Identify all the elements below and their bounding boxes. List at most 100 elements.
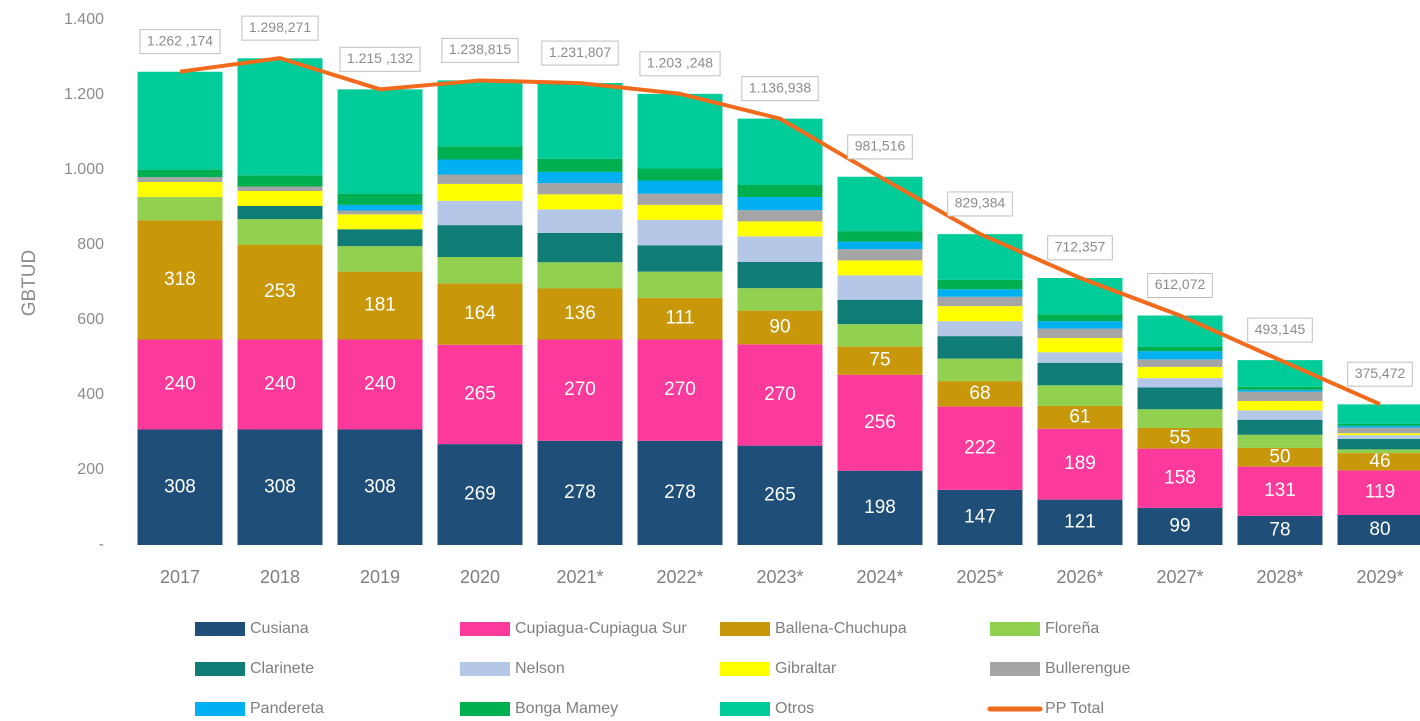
line-label-text: 375,472 (1355, 365, 1406, 381)
line-label-box (139, 29, 221, 55)
legend-swatch (990, 622, 1040, 636)
y-tick-label: 1.000 (64, 161, 104, 178)
line-label: 981,516 (847, 134, 913, 160)
bar-segment (137, 197, 223, 221)
line-label-text: 1.203 ,248 (647, 54, 713, 70)
bar-segment (1037, 338, 1123, 353)
bar-segment (837, 275, 923, 300)
legend-swatch (720, 662, 770, 676)
data-label: 278 (564, 482, 596, 503)
y-tick-label: 800 (77, 236, 104, 253)
bar-segment (937, 296, 1023, 307)
y-tick-label: - (99, 536, 104, 553)
bar-segment (437, 257, 523, 284)
bar-segment (1037, 321, 1123, 329)
bar-segment (737, 445, 823, 545)
x-tick-label: 2028* (1256, 567, 1303, 587)
legend-label: PP Total (1045, 700, 1104, 717)
bar-segment (437, 444, 523, 545)
bar-segment (1337, 470, 1420, 515)
data-label: 240 (264, 374, 296, 395)
bar-segment (237, 339, 323, 430)
line-label-box (741, 76, 819, 102)
x-tick-label: 2018 (260, 567, 300, 587)
bar-segment (1337, 515, 1420, 545)
data-label: 80 (1369, 519, 1390, 540)
bar-segment (737, 288, 823, 311)
bar-segment (837, 346, 923, 375)
data-label: 78 (1269, 519, 1290, 540)
legend-label: Pandereta (250, 700, 324, 717)
bar-segment (1137, 387, 1223, 410)
data-label: 240 (164, 374, 196, 395)
bar-segment (737, 261, 823, 289)
y-tick-label: 200 (77, 461, 104, 478)
line-label: 1.136,938 (741, 76, 819, 102)
y-tick-label: 600 (77, 311, 104, 328)
bar-segment (237, 206, 323, 220)
data-label: 253 (264, 281, 296, 302)
bar-segment (337, 246, 423, 272)
bar-segment (1137, 507, 1223, 545)
bar-segment (1237, 419, 1323, 435)
bar-segment (737, 197, 823, 211)
bar-segment (737, 221, 823, 237)
bar-segment (737, 185, 823, 197)
line-label-box (847, 134, 913, 160)
bar-segment (1337, 427, 1420, 434)
bar-segment (437, 159, 523, 175)
bar-segment (237, 244, 323, 340)
data-label: 269 (464, 484, 496, 505)
bar-segment (937, 279, 1023, 290)
data-label: 240 (364, 374, 396, 395)
line-label-text: 1.262 ,174 (147, 32, 213, 48)
x-tick-label: 2029* (1356, 567, 1403, 587)
bar-segment (1137, 359, 1223, 367)
data-label: 265 (464, 383, 496, 404)
bar-segment (537, 83, 623, 159)
bar-segment (937, 489, 1023, 545)
data-label: 68 (969, 383, 990, 404)
data-label: 318 (164, 269, 196, 290)
bar-segment (737, 118, 823, 185)
legend-label: Cusiana (250, 620, 309, 637)
line-label-text: 493,145 (1255, 321, 1306, 337)
bar-segment (637, 93, 723, 169)
line-label: 1.203 ,248 (639, 51, 721, 77)
bar-segment (337, 89, 423, 194)
legend-label: Bullerengue (1045, 660, 1131, 677)
bar-segment (337, 271, 423, 340)
bar-segment (937, 289, 1023, 297)
x-tick-label: 2024* (856, 567, 903, 587)
bar-segment (1037, 278, 1123, 315)
line-label: 1.215 ,132 (339, 46, 421, 72)
bar-segment (937, 336, 1023, 359)
legend-label: Otros (775, 700, 814, 717)
legend-swatch (460, 622, 510, 636)
line-label-text: 829,384 (955, 195, 1006, 211)
bar-segment (437, 80, 523, 147)
line-label-box (1047, 235, 1113, 261)
bar-segment (237, 429, 323, 545)
bar-segment (637, 245, 723, 272)
bar-segment (937, 306, 1023, 322)
bar-segment (937, 321, 1023, 337)
bar-segment (937, 234, 1023, 280)
bar-segment (537, 262, 623, 289)
data-label: 181 (364, 295, 396, 316)
legend-swatch (195, 622, 245, 636)
bar-segment (537, 233, 623, 263)
bar-segment (537, 158, 623, 172)
bar-segment (1237, 391, 1323, 401)
bar-segment (437, 344, 523, 445)
bar-segment (437, 200, 523, 226)
bar-segment (1137, 315, 1223, 347)
bar-segment (537, 339, 623, 441)
bar-segment (737, 344, 823, 446)
line-label: 1.262 ,174 (139, 29, 221, 55)
data-label: 158 (1164, 467, 1196, 488)
legend-label: Bonga Mamey (515, 700, 618, 717)
data-label: 270 (664, 379, 696, 400)
bar-segment (1137, 351, 1223, 360)
bar-segment (1337, 433, 1420, 436)
